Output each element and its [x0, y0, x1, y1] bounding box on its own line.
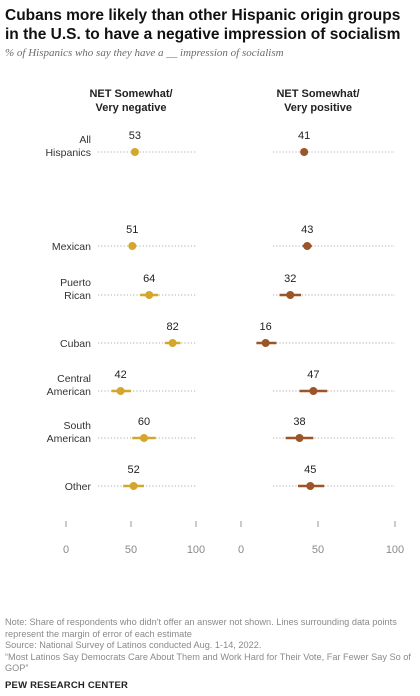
data-point — [300, 148, 309, 156]
source-text: Source: National Survey of Latinos condu… — [5, 640, 262, 651]
axis-tick-label: 50 — [125, 544, 137, 556]
series-header-1-line-2: Very negative — [96, 102, 167, 114]
data-point — [309, 387, 318, 395]
series-header-1-line-1: NET Somewhat/ — [89, 88, 172, 100]
data-point — [306, 482, 315, 490]
category-label-4-line-1: Cuban — [60, 338, 91, 350]
data-point — [145, 291, 154, 299]
data-label: 32 — [284, 273, 296, 285]
report-title-text: “Most Latinos Say Democrats Care About T… — [5, 651, 411, 674]
data-point — [128, 242, 137, 250]
category-label-5-line-2: American — [47, 386, 92, 398]
axis-tick-label: 0 — [238, 544, 244, 556]
pew-logo-text: PEW RESEARCH CENTER — [5, 680, 129, 691]
data-point — [130, 148, 139, 156]
axis-tick-label: 0 — [63, 544, 69, 556]
chart-subtitle: % of Hispanics who say they have a __ im… — [5, 47, 284, 59]
category-label-3-line-2: Rican — [64, 290, 91, 302]
data-point — [168, 339, 177, 347]
data-label: 38 — [293, 416, 305, 428]
series-header-2-line-2: Very positive — [284, 102, 352, 114]
data-point — [295, 434, 304, 442]
category-label-2-line-1: Mexican — [52, 241, 91, 253]
data-label: 43 — [301, 224, 313, 236]
data-point — [140, 434, 148, 442]
dot-plot-chart: NET Somewhat/Very negative NET Somewhat/V… — [45, 88, 404, 556]
chart-title: Cubans more likely than other Hispanic o… — [5, 7, 401, 43]
data-label: 53 — [129, 130, 141, 142]
footnotes: Note: Share of respondents who didn't of… — [5, 617, 415, 675]
category-label-1-line-1: All — [79, 134, 91, 146]
axis-tick-label: 100 — [386, 544, 404, 556]
data-label: 42 — [114, 369, 126, 381]
data-point — [286, 291, 295, 299]
data-point — [129, 482, 138, 490]
data-label: 51 — [126, 224, 138, 236]
series-header-2-line-1: NET Somewhat/ — [276, 88, 359, 100]
data-label: 52 — [127, 464, 139, 476]
category-label-1-line-2: Hispanics — [45, 147, 91, 159]
axis-tick-label: 100 — [187, 544, 205, 556]
data-label: 60 — [138, 416, 150, 428]
category-label-6-line-1: South — [64, 420, 92, 432]
data-label: 41 — [298, 130, 310, 142]
note-text: Note: Share of respondents who didn't of… — [5, 617, 397, 639]
data-label: 82 — [166, 321, 178, 333]
axis-tick-label: 50 — [312, 544, 324, 556]
category-label-6-line-2: American — [47, 433, 92, 445]
category-label-3-line-1: Puerto — [60, 277, 91, 289]
data-label: 45 — [304, 464, 316, 476]
category-label-7-line-1: Other — [65, 481, 92, 493]
category-label-5-line-1: Central — [57, 373, 91, 385]
data-point — [261, 339, 270, 347]
data-point — [303, 242, 312, 250]
data-label: 16 — [260, 321, 272, 333]
data-point — [116, 387, 125, 395]
data-label: 47 — [307, 369, 319, 381]
data-label: 64 — [143, 273, 155, 285]
